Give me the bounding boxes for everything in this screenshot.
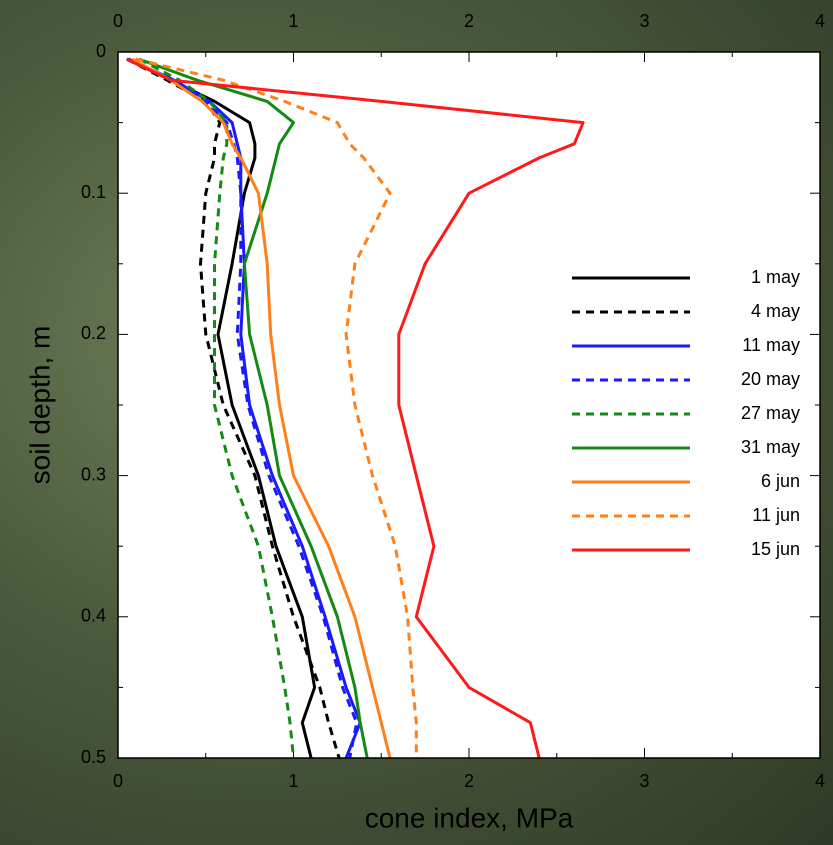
legend-label: 1 may (751, 267, 800, 287)
y-tick-label: 0.5 (81, 747, 106, 767)
data-line (138, 57, 295, 759)
legend-label: 11 may (742, 335, 800, 355)
data-line (127, 57, 362, 759)
data-line (138, 57, 369, 759)
x-tick-label-top: 0 (113, 11, 123, 31)
legend-label: 27 may (741, 403, 800, 423)
data-line (126, 57, 585, 759)
legend-label: 11 jun (752, 505, 800, 525)
x-tick-label: 2 (464, 771, 474, 791)
x-tick-label: 0 (113, 771, 123, 791)
legend-label: 20 may (741, 369, 800, 389)
y-tick-label: 0.3 (81, 464, 106, 484)
plot-area (118, 52, 820, 758)
x-tick-label-top: 3 (639, 11, 649, 31)
x-axis-label: cone index, MPa (365, 802, 574, 833)
legend-label: 6 jun (761, 471, 800, 491)
x-tick-label: 3 (639, 771, 649, 791)
y-tick-label: 0.2 (81, 323, 106, 343)
legend-label: 4 may (751, 301, 800, 321)
x-tick-label-top: 2 (464, 11, 474, 31)
data-line (135, 57, 418, 758)
plot-frame (117, 51, 821, 759)
data-line (131, 57, 392, 759)
data-line (127, 57, 359, 759)
x-tick-label: 1 (288, 771, 298, 791)
y-tick-label: 0 (96, 41, 106, 61)
legend-label: 15 jun (751, 539, 800, 559)
x-tick-label-top: 4 (815, 11, 825, 31)
x-tick-label-top: 1 (288, 11, 298, 31)
y-tick-label: 0.1 (81, 182, 106, 202)
x-tick-label: 4 (815, 771, 825, 791)
data-line (126, 57, 317, 759)
y-tick-label: 0.4 (81, 606, 106, 626)
legend-label: 31 may (741, 437, 800, 457)
y-axis-label: soil depth, m (24, 326, 55, 485)
